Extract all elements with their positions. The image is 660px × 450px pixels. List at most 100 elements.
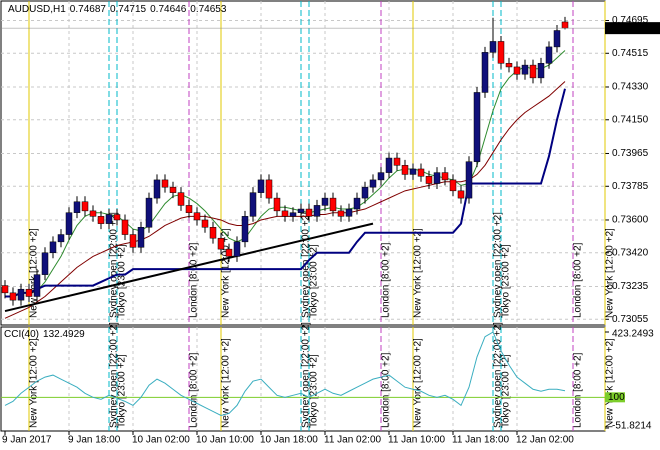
candle-body [513, 66, 521, 75]
candle-body [289, 212, 297, 217]
candle-body [209, 227, 217, 239]
session-label: Tokyo [23:00 +2] [501, 354, 512, 428]
candle-body [65, 212, 73, 235]
session-label: London [8:00 +2] [573, 352, 584, 428]
cci-line [4, 331, 566, 417]
session-label: New York [12:00 +2] [413, 338, 424, 428]
candle-body [345, 208, 353, 217]
candle-body [353, 197, 361, 210]
x-tick-label: 9 Jan 18:00 [68, 435, 121, 446]
candle-body [361, 186, 369, 199]
session-label: New York [12:00 +2] [221, 228, 232, 318]
session-label: New York [12:00 +2] [605, 338, 616, 428]
header-field: 0.74653 [190, 4, 227, 15]
session-label: Tokyo [23:00 +2] [309, 244, 320, 318]
y-tick-label: 0.73055 [612, 314, 649, 325]
header-field: AUDUSD,H1 [8, 4, 66, 15]
y-tick-label: 0.73235 [612, 281, 649, 292]
candle-body [537, 63, 545, 79]
candle-body [17, 288, 25, 301]
candle-body [329, 197, 337, 212]
session-label: Sydney open [22:00 +2] [301, 322, 312, 428]
session-label: London [8:00 +2] [573, 242, 584, 318]
x-tick-label: 10 Jan 18:00 [260, 435, 318, 446]
candle-body [481, 52, 489, 93]
y-tick-label: 0.74330 [612, 82, 649, 93]
candle-body [385, 157, 393, 173]
session-label: Tokyo [23:00 +2] [117, 244, 128, 318]
candle-body [49, 241, 57, 254]
candle-body [169, 186, 177, 193]
session-label: London [8:00 +2] [189, 352, 200, 428]
candle-body [97, 216, 105, 224]
candle-body [177, 192, 185, 206]
y-tick-label: 0.73965 [612, 148, 649, 159]
candle-body [305, 208, 313, 217]
x-tick-label: 12 Jan 02:00 [516, 435, 574, 446]
candle-body [521, 64, 529, 75]
candle-body [273, 197, 281, 212]
candle-body [377, 172, 385, 181]
x-tick-label: 11 Jan 18:00 [452, 435, 510, 446]
candle-body [561, 21, 569, 29]
candle-body [121, 219, 129, 235]
candle-body [497, 41, 505, 64]
header-field: 0.74715 [110, 4, 147, 15]
candle-body [465, 161, 473, 199]
candle-body [25, 288, 33, 297]
candle-body [489, 41, 497, 53]
session-label: Sydney open [22:00 +2] [493, 212, 504, 318]
session-label: New York [12:00 +2] [29, 228, 40, 318]
x-tick-label: 10 Jan 02:00 [132, 435, 190, 446]
candle-body [441, 172, 449, 181]
candle-body [201, 219, 209, 228]
candle-body [545, 46, 553, 64]
candle-body [337, 210, 345, 217]
candle-body [241, 216, 249, 243]
session-label: London [8:00 +2] [381, 352, 392, 428]
candle-body [153, 179, 161, 199]
candle-body [233, 241, 241, 257]
candle-body [129, 234, 137, 248]
candle-body [73, 201, 81, 213]
candle-body [417, 168, 425, 177]
y-tick-label: 0.73785 [612, 181, 649, 192]
candle-body [81, 201, 89, 212]
candle-body [9, 292, 17, 301]
candle-body [185, 205, 193, 213]
header-field: 0.74646 [150, 4, 187, 15]
candle-body [449, 179, 457, 192]
candle-body [57, 234, 65, 243]
cci-level-label: 100 [608, 392, 625, 403]
candle-body [369, 179, 377, 188]
candle-body [41, 252, 49, 275]
candle-body [553, 30, 561, 48]
trend-line [4, 222, 374, 313]
candle-body [473, 92, 481, 162]
y-tick-label: 0.73420 [612, 247, 649, 258]
cci-header-field: CCI(40) [4, 329, 39, 340]
x-tick-label: 9 Jan 2017 [2, 435, 52, 446]
session-label: New York [12:00 +2] [413, 228, 424, 318]
x-tick-label: 11 Jan 10:00 [388, 435, 446, 446]
candle-body [225, 248, 233, 257]
session-label: Sydney open [22:00 +2] [301, 212, 312, 318]
y-tick-label: 0.74150 [612, 114, 649, 125]
session-label: Sydney open [22:00 +2] [109, 322, 120, 428]
candle-body [105, 214, 113, 224]
candle-body [265, 179, 273, 199]
candle-body [1, 285, 9, 294]
candle-body [249, 192, 257, 217]
candle-body [313, 205, 321, 217]
candle-body [393, 157, 401, 166]
candle-body [217, 237, 225, 250]
cci-header: CCI(40) 132.4929 [4, 329, 85, 340]
last-price-label: 0.74653 [612, 23, 649, 34]
candle-body [281, 210, 289, 217]
x-tick-label: 10 Jan 10:00 [196, 435, 254, 446]
candle-body [401, 165, 409, 175]
last-price-tag [605, 22, 660, 35]
